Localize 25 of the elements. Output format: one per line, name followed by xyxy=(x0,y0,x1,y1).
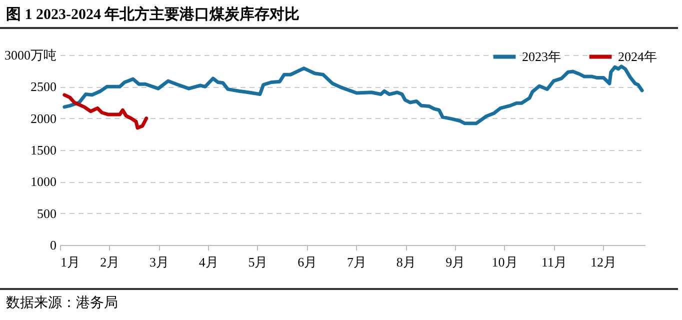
y-tick-label: 1500 xyxy=(30,142,56,158)
chart-title: 图 1 2023-2024 年北方主要港口煤炭库存对比 xyxy=(0,0,678,29)
line-series xyxy=(62,64,644,126)
x-tick-label: 4月 xyxy=(198,254,218,270)
x-tick-label: 12月 xyxy=(590,254,617,270)
legend-label: 2024年 xyxy=(618,48,657,64)
y-tick-label: 1000 xyxy=(30,174,56,190)
line-series xyxy=(62,93,148,130)
y-tick-label: 500 xyxy=(37,206,56,221)
x-tick-label: 6月 xyxy=(298,254,318,270)
x-tick-label: 8月 xyxy=(396,254,416,270)
x-tick-label: 9月 xyxy=(446,254,466,270)
x-tick-label: 7月 xyxy=(346,254,366,270)
x-tick-label: 3月 xyxy=(149,254,169,270)
y-tick-label: 2000 xyxy=(30,110,56,126)
x-tick-label: 11月 xyxy=(541,254,567,270)
y-tick-label: 2500 xyxy=(30,79,56,94)
y-tick-label: 0 xyxy=(50,238,56,252)
source-note: 数据来源：港务局 xyxy=(0,288,678,316)
x-tick-label: 1月 xyxy=(60,254,80,270)
legend-label: 2023年 xyxy=(522,48,561,64)
x-tick-label: 5月 xyxy=(248,254,268,270)
x-tick-label: 10月 xyxy=(492,254,518,270)
x-tick-label: 2月 xyxy=(100,254,120,270)
y-tick-label: 3000万吨 xyxy=(4,48,56,62)
